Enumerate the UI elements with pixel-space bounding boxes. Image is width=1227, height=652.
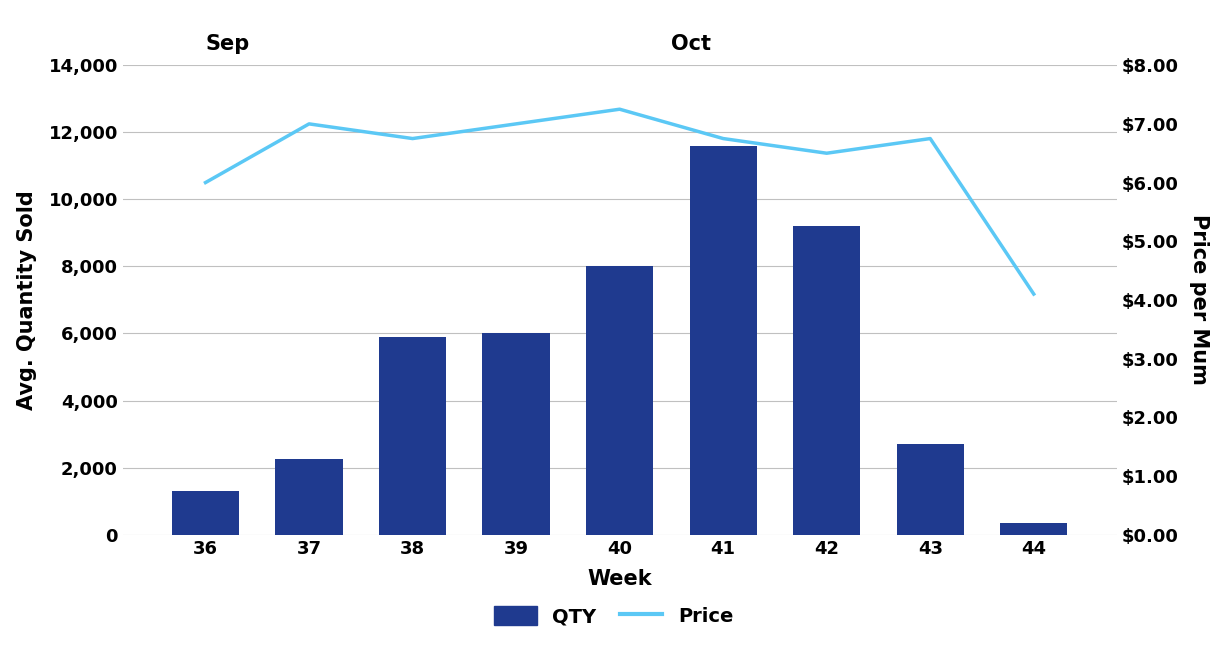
Bar bbox=[482, 333, 550, 535]
Y-axis label: Price per Mum: Price per Mum bbox=[1189, 215, 1209, 385]
Bar bbox=[587, 267, 653, 535]
Bar bbox=[793, 226, 860, 535]
Bar bbox=[379, 337, 447, 535]
Bar bbox=[897, 444, 964, 535]
Legend: QTY, Price: QTY, Price bbox=[483, 596, 744, 636]
Text: Sep: Sep bbox=[205, 34, 250, 54]
Text: Oct: Oct bbox=[671, 34, 712, 54]
Y-axis label: Avg. Quantity Sold: Avg. Quantity Sold bbox=[17, 190, 37, 410]
Bar bbox=[172, 491, 239, 535]
Bar bbox=[1000, 523, 1067, 535]
Bar bbox=[690, 145, 757, 535]
X-axis label: Week: Week bbox=[588, 569, 652, 589]
Bar bbox=[275, 459, 342, 535]
